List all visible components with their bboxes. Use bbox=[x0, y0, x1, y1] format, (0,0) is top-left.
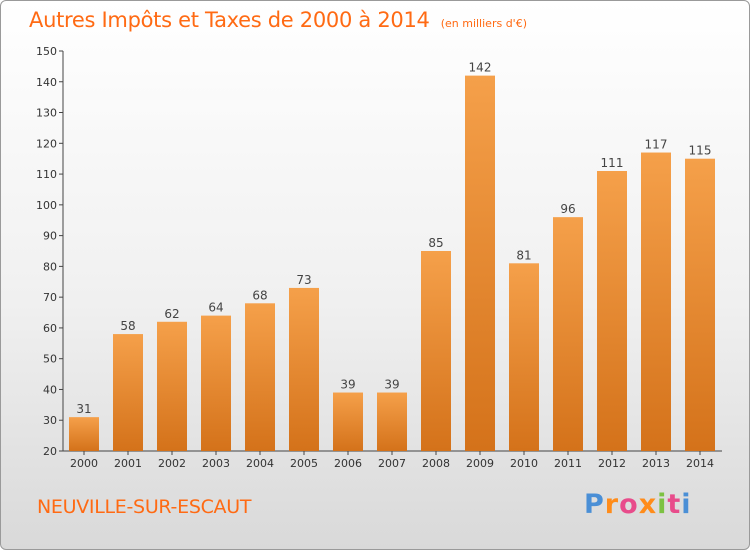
y-tick-label: 20 bbox=[43, 445, 57, 458]
x-tick-label: 2005 bbox=[290, 457, 318, 470]
x-tick-label: 2001 bbox=[114, 457, 142, 470]
data-label: 111 bbox=[601, 156, 624, 170]
data-label: 31 bbox=[76, 402, 91, 416]
x-tick-label: 2014 bbox=[686, 457, 714, 470]
data-label: 73 bbox=[296, 273, 311, 287]
x-tick-label: 2009 bbox=[466, 457, 494, 470]
bar bbox=[553, 217, 583, 451]
bar bbox=[245, 303, 275, 451]
x-tick-label: 2007 bbox=[378, 457, 406, 470]
y-tick-label: 90 bbox=[43, 230, 57, 243]
data-label: 81 bbox=[516, 248, 531, 262]
commune-name: NEUVILLE-SUR-ESCAUT bbox=[37, 496, 252, 518]
bar bbox=[201, 315, 231, 451]
y-tick-label: 80 bbox=[43, 260, 57, 273]
data-label: 64 bbox=[208, 301, 223, 315]
bar bbox=[289, 287, 319, 451]
data-label: 115 bbox=[689, 144, 712, 158]
y-tick-label: 30 bbox=[43, 414, 57, 427]
y-tick-label: 50 bbox=[43, 353, 57, 366]
bar bbox=[421, 251, 451, 451]
x-tick-label: 2000 bbox=[70, 457, 98, 470]
x-tick-label: 2002 bbox=[158, 457, 186, 470]
y-tick-label: 130 bbox=[36, 107, 57, 120]
y-tick-label: 110 bbox=[36, 168, 57, 181]
data-label: 39 bbox=[384, 378, 399, 392]
data-label: 117 bbox=[645, 138, 668, 152]
data-label: 68 bbox=[252, 288, 267, 302]
x-tick-label: 2008 bbox=[422, 457, 450, 470]
chart-title-main: Autres Impôts et Taxes de 2000 à 2014 bbox=[29, 8, 430, 32]
bar bbox=[509, 263, 539, 451]
y-tick-label: 120 bbox=[36, 137, 57, 150]
y-tick-label: 140 bbox=[36, 76, 57, 89]
y-tick-label: 60 bbox=[43, 322, 57, 335]
bar-chart: 20 30 40 50 60 70 80 90 100 110 120 130 140 150 2000 3… bbox=[36, 45, 722, 470]
y-tick-label: 100 bbox=[36, 199, 57, 212]
bar bbox=[465, 75, 495, 451]
x-tick-label: 2006 bbox=[334, 457, 362, 470]
bar bbox=[685, 158, 715, 451]
data-label: 62 bbox=[164, 307, 179, 321]
x-tick-label: 2003 bbox=[202, 457, 230, 470]
x-tick-label: 2004 bbox=[246, 457, 274, 470]
bar bbox=[69, 417, 99, 451]
bar bbox=[597, 171, 627, 451]
y-tick-label: 40 bbox=[43, 383, 57, 396]
x-tick-label: 2013 bbox=[642, 457, 670, 470]
x-tick-label: 2011 bbox=[554, 457, 582, 470]
bar bbox=[157, 321, 187, 451]
data-label: 142 bbox=[469, 61, 492, 75]
proxiti-logo: Proxiti bbox=[584, 489, 692, 520]
chart-title-unit: (en milliers d'€) bbox=[440, 17, 527, 30]
y-tick-label: 150 bbox=[36, 45, 57, 58]
data-label: 58 bbox=[120, 319, 135, 333]
data-label: 96 bbox=[560, 202, 575, 216]
chart-title: Autres Impôts et Taxes de 2000 à 2014 (e… bbox=[29, 8, 527, 32]
x-tick-label: 2012 bbox=[598, 457, 626, 470]
y-tick-label: 70 bbox=[43, 291, 57, 304]
bar bbox=[113, 334, 143, 451]
data-label: 39 bbox=[340, 378, 355, 392]
bar bbox=[377, 392, 407, 451]
data-label: 85 bbox=[428, 236, 443, 250]
x-tick-label: 2010 bbox=[510, 457, 538, 470]
bar bbox=[641, 152, 671, 452]
bar bbox=[333, 392, 363, 451]
